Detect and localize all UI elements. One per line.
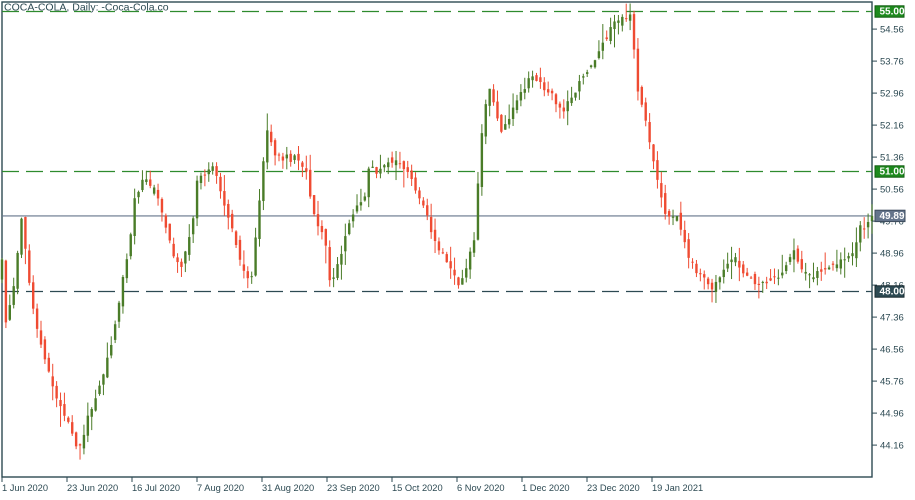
svg-text:49.89: 49.89 [880, 211, 905, 222]
svg-text:48.96: 48.96 [880, 249, 904, 260]
svg-text:1 Jun 2020: 1 Jun 2020 [2, 483, 48, 493]
svg-text:55.00: 55.00 [880, 7, 905, 18]
svg-text:52.96: 52.96 [880, 89, 904, 100]
svg-text:50.56: 50.56 [880, 185, 904, 196]
svg-text:6 Nov 2020: 6 Nov 2020 [457, 483, 505, 493]
svg-text:48.00: 48.00 [880, 287, 905, 298]
svg-text:52.16: 52.16 [880, 121, 904, 132]
svg-text:51.00: 51.00 [880, 167, 905, 178]
svg-text:COCA-COLA, Daily: -Coca-Cola.c: COCA-COLA, Daily: -Coca-Cola.co [4, 2, 169, 14]
svg-text:53.76: 53.76 [880, 57, 904, 68]
svg-text:31 Aug 2020: 31 Aug 2020 [262, 483, 314, 493]
svg-text:19 Jan 2021: 19 Jan 2021 [652, 483, 703, 493]
svg-text:44.96: 44.96 [880, 409, 904, 420]
svg-text:23 Jun 2020: 23 Jun 2020 [67, 483, 118, 493]
svg-text:23 Dec 2020: 23 Dec 2020 [587, 483, 640, 493]
svg-text:44.16: 44.16 [880, 441, 904, 452]
svg-text:45.76: 45.76 [880, 377, 904, 388]
svg-text:7 Aug 2020: 7 Aug 2020 [197, 483, 244, 493]
svg-text:1 Dec 2020: 1 Dec 2020 [522, 483, 570, 493]
svg-text:46.56: 46.56 [880, 345, 904, 356]
svg-text:51.36: 51.36 [880, 153, 904, 164]
svg-text:23 Sep 2020: 23 Sep 2020 [327, 483, 380, 493]
svg-text:15 Oct 2020: 15 Oct 2020 [392, 483, 443, 493]
svg-text:47.36: 47.36 [880, 313, 904, 324]
svg-text:16 Jul 2020: 16 Jul 2020 [132, 483, 180, 493]
svg-text:54.56: 54.56 [880, 25, 904, 36]
